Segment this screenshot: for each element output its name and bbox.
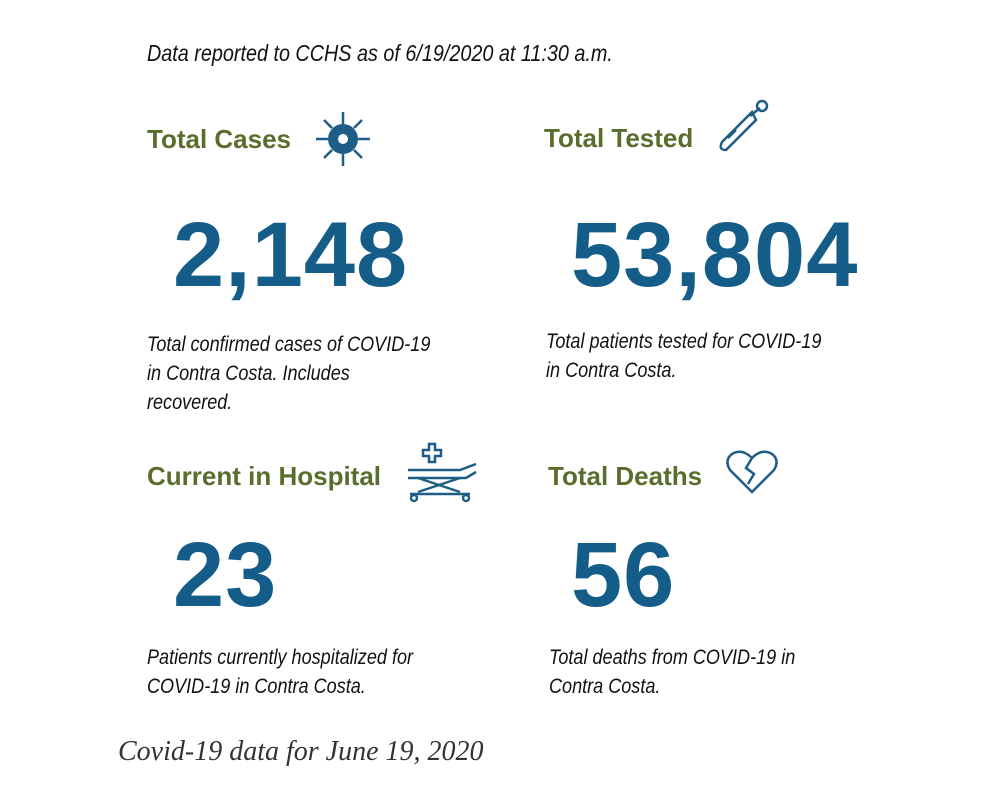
card-value: 2,148 xyxy=(173,204,409,306)
card-description: Total patients tested for COVID-19 in Co… xyxy=(546,330,822,382)
card-description: Total confirmed cases of COVID-19 in Con… xyxy=(147,333,431,414)
card-title: Total Cases xyxy=(147,124,292,154)
card-title: Total Tested xyxy=(544,123,694,153)
card-description: Patients currently hospitalized for COVI… xyxy=(147,646,414,698)
test-tube-icon xyxy=(719,99,769,152)
card-value: 53,804 xyxy=(571,204,859,306)
card-description: Total deaths from COVID-19 in Contra Cos… xyxy=(549,646,796,698)
card-title: Current in Hospital xyxy=(147,461,382,491)
header: Data reported to CCHS as of 6/19/2020 at… xyxy=(147,40,613,66)
card-value: 23 xyxy=(173,524,278,626)
card-value: 56 xyxy=(571,524,676,626)
card-title: Total Deaths xyxy=(548,461,703,491)
caption: Covid-19 data for June 19, 2020 xyxy=(118,736,484,767)
stretcher-icon xyxy=(408,442,477,503)
virus-icon xyxy=(316,112,370,166)
broken-heart-icon xyxy=(726,450,778,494)
